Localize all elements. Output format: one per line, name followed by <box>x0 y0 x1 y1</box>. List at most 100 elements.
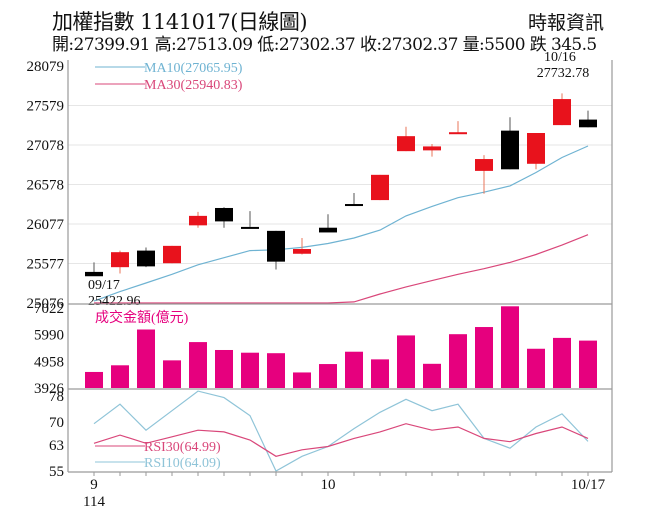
rsi-y-tick-label: 63 <box>49 438 64 454</box>
y-tick-label: 25577 <box>27 256 65 272</box>
candle-body <box>319 227 337 233</box>
candle-body <box>501 130 519 170</box>
volume-bar <box>553 337 571 388</box>
candlestick <box>215 207 233 228</box>
rsi-y-tick-label: 78 <box>49 389 64 405</box>
low-date-annotation: 09/17 <box>88 278 120 293</box>
volume-bar <box>85 371 103 388</box>
candlestick <box>85 262 103 277</box>
rsi10-line <box>93 390 589 472</box>
candlestick <box>553 93 571 126</box>
volume-bar <box>319 364 337 388</box>
ohlc-summary: 開:27399.91 高:27513.09 低:27302.37 收:27302… <box>52 35 597 55</box>
candle-body <box>449 132 467 135</box>
candlestick <box>423 144 441 157</box>
candlestick <box>345 192 363 207</box>
volume-y-tick-label: 7022 <box>34 301 64 317</box>
candle-body <box>189 215 207 226</box>
candlestick <box>319 214 337 233</box>
candle-body <box>111 252 129 268</box>
volume-bar <box>501 306 519 388</box>
candlestick <box>449 121 467 135</box>
high-date-annotation: 10/16 <box>544 50 576 65</box>
y-tick-label: 27078 <box>27 138 65 154</box>
rsi30-line <box>93 423 589 457</box>
candlestick <box>267 230 285 270</box>
candlestick <box>189 211 207 228</box>
candle-body <box>423 146 441 151</box>
candlestick <box>501 117 519 170</box>
candlestick <box>241 211 259 229</box>
candlestick <box>293 237 311 255</box>
volume-bar <box>189 342 207 388</box>
volume-bar <box>163 360 181 388</box>
volume-y-tick-label: 4958 <box>34 354 64 370</box>
x-tick-label: 9 <box>90 477 98 493</box>
candle-body <box>241 226 259 229</box>
ma10-line <box>93 145 589 302</box>
volume-bar <box>423 363 441 388</box>
candlestick <box>163 245 181 264</box>
high-value-annotation: 27732.78 <box>537 66 590 81</box>
low-value-annotation: 25422.96 <box>88 294 141 309</box>
volume-y-tick-label: 5990 <box>34 328 64 344</box>
ma10-legend-label: MA10(27065.95) <box>144 61 243 76</box>
volume-bar <box>111 365 129 388</box>
price-panel: 28079 27579 27078 26578 26077 25577 25076 MA10(… <box>27 50 613 472</box>
volume-bar <box>527 348 545 388</box>
candle-body <box>137 250 155 267</box>
candlestick <box>137 247 155 268</box>
candle-body <box>579 119 597 128</box>
volume-bar <box>345 351 363 388</box>
ma30-legend-label: MA30(25940.83) <box>144 78 243 93</box>
x-tick-label: 10 <box>321 477 336 493</box>
candle-body <box>163 245 181 264</box>
x-tick-label: 10/17 <box>571 477 606 493</box>
y-tick-label: 28079 <box>27 59 65 75</box>
candle-body <box>527 133 545 164</box>
data-source-label: 時報資訊 <box>528 12 605 34</box>
candle-body <box>553 99 571 126</box>
volume-y-tick-label: 3926 <box>34 381 65 397</box>
y-tick-label: 25076 <box>27 296 65 312</box>
y-tick-label: 26077 <box>27 217 65 233</box>
volume-bar <box>371 359 389 388</box>
candlestick <box>111 250 129 274</box>
y-tick-label: 27579 <box>27 98 65 114</box>
candle-body <box>85 271 103 277</box>
candle-body <box>475 159 493 171</box>
rsi-y-tick-label: 55 <box>49 464 64 480</box>
volume-bar <box>241 352 259 388</box>
volume-bar <box>579 340 597 388</box>
candle-body <box>215 207 233 222</box>
volume-bar <box>137 329 155 388</box>
candlestick <box>579 110 597 128</box>
y-tick-label: 26578 <box>27 177 65 193</box>
rsi10-legend-label: RSI10(64.09) <box>144 456 221 471</box>
volume-bar <box>293 372 311 388</box>
candle-body <box>345 204 363 207</box>
rsi-panel: 78 70 63 55 RSI30(64.99)RSI10(64.09) <box>49 389 589 480</box>
candlestick <box>371 174 389 201</box>
volume-panel: 7022 5990 4958 3926 成交金額(億元) <box>34 301 612 397</box>
candle-body <box>267 230 285 262</box>
candlestick <box>527 133 545 170</box>
ma30-line <box>94 234 589 304</box>
candlestick <box>397 126 415 152</box>
rsi30-legend-label: RSI30(64.99) <box>144 440 221 455</box>
candle-body <box>293 249 311 254</box>
chart-title: 加權指數 1141017(日線圖) <box>52 10 308 34</box>
volume-bar <box>475 327 493 388</box>
x-tick-label: 114 <box>83 494 105 510</box>
volume-title: 成交金額(億元) <box>95 309 189 326</box>
volume-bar <box>267 353 285 388</box>
volume-bar <box>397 335 415 388</box>
candlestick <box>475 155 493 194</box>
volume-bar <box>215 349 233 388</box>
candle-body <box>397 136 415 152</box>
candle-body <box>371 174 389 201</box>
rsi-y-tick-label: 70 <box>49 415 64 431</box>
volume-bar <box>449 334 467 388</box>
